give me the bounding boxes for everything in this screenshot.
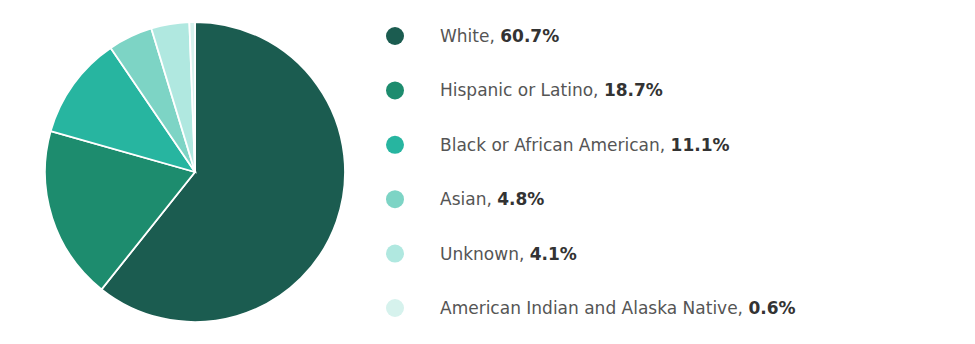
legend-item: Black or African American, 11.1% xyxy=(386,135,730,155)
legend-value: 18.7% xyxy=(604,80,663,100)
legend: White, 60.7% Hispanic or Latino, 18.7% Bla… xyxy=(386,26,796,318)
legend-label: American Indian and Alaska Native, xyxy=(440,298,748,318)
legend-item: Unknown, 4.1% xyxy=(386,244,577,264)
legend-swatch xyxy=(386,81,404,99)
legend-label: Hispanic or Latino, xyxy=(440,80,604,100)
legend-value: 60.7% xyxy=(500,26,559,46)
legend-swatch xyxy=(386,245,404,263)
legend-value: 11.1% xyxy=(671,135,730,155)
slice xyxy=(151,22,195,172)
legend-item: White, 60.7% xyxy=(386,26,559,46)
chart: White, 60.7% Hispanic or Latino, 18.7% Bla… xyxy=(0,0,975,344)
legend-value: 4.8% xyxy=(497,189,544,209)
legend-item: American Indian and Alaska Native, 0.6% xyxy=(386,298,796,318)
legend-value: 0.6% xyxy=(748,298,795,318)
legend-swatch xyxy=(386,27,404,45)
legend-swatch xyxy=(386,190,404,208)
legend-item: Asian, 4.8% xyxy=(386,189,544,209)
pie xyxy=(45,22,345,322)
legend-label: White, xyxy=(440,26,500,46)
legend-swatch xyxy=(386,136,404,154)
legend-swatch xyxy=(386,299,404,317)
legend-label: Asian, xyxy=(440,189,497,209)
legend-label: Unknown, xyxy=(440,244,530,264)
legend-item: Hispanic or Latino, 18.7% xyxy=(386,80,663,100)
slice xyxy=(189,22,195,172)
legend-value: 4.1% xyxy=(530,244,577,264)
legend-label: Black or African American, xyxy=(440,135,671,155)
